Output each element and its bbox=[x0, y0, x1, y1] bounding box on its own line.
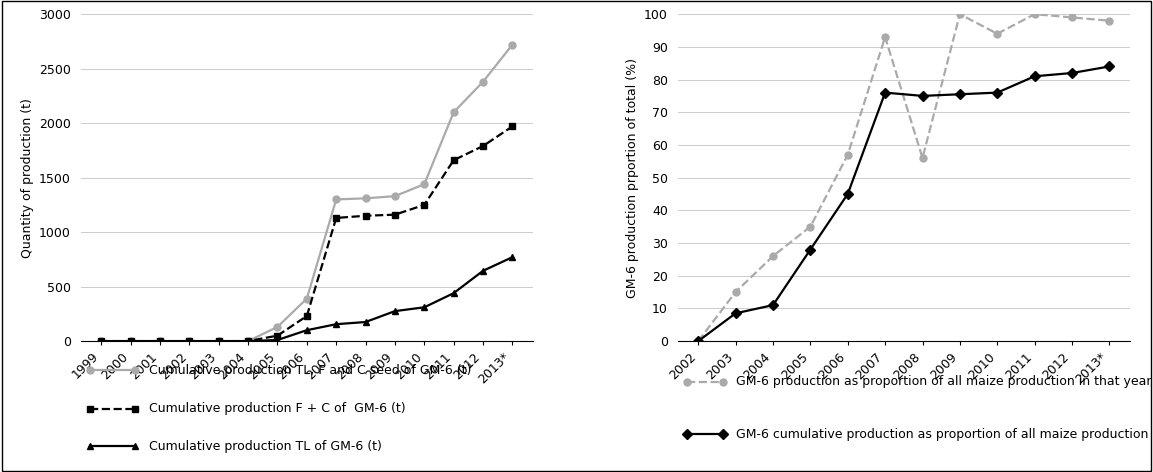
Text: GM-6 cumulative production as proportion of all maize production (%): GM-6 cumulative production as proportion… bbox=[737, 428, 1153, 441]
Y-axis label: Quantity of production (t): Quantity of production (t) bbox=[21, 98, 33, 258]
Y-axis label: GM-6 production prportion of total (%): GM-6 production prportion of total (%) bbox=[626, 58, 639, 298]
Text: Cumulative production F + C of  GM-6 (t): Cumulative production F + C of GM-6 (t) bbox=[149, 402, 405, 415]
Text: GM-6 production as proportion of all maize production in that year (%): GM-6 production as proportion of all mai… bbox=[737, 375, 1153, 388]
Text: Cumulative production TL, F and C seed of GM-6 (t): Cumulative production TL, F and C seed o… bbox=[149, 364, 470, 377]
Text: Cumulative production TL of GM-6 (t): Cumulative production TL of GM-6 (t) bbox=[149, 439, 382, 453]
